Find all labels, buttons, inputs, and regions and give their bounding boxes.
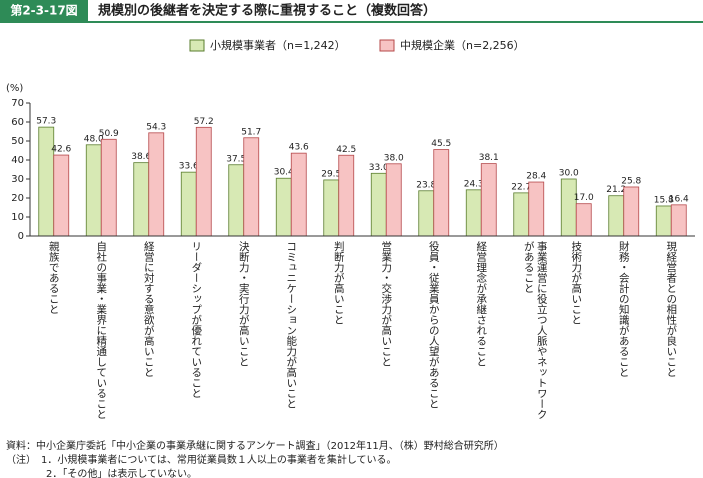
- value-label: 37.5: [226, 154, 246, 164]
- value-label: 22.7: [511, 182, 531, 192]
- value-label: 42.5: [336, 145, 356, 155]
- bar: [513, 192, 530, 237]
- bar: [670, 204, 687, 237]
- bar: [623, 186, 640, 237]
- bar: [338, 154, 355, 237]
- bar: [323, 179, 340, 237]
- value-label: 30.4: [274, 168, 294, 178]
- x-tick-label: 判断力が高いこと: [332, 241, 345, 325]
- y-tick-label: 0: [18, 231, 24, 242]
- bar: [228, 164, 245, 237]
- x-tick-label: 経営理念が承継されること: [475, 241, 488, 367]
- value-label: 57.3: [36, 117, 56, 127]
- value-label: 51.7: [241, 127, 261, 137]
- value-label: 24.3: [464, 179, 484, 189]
- bar: [385, 163, 402, 237]
- x-tick-label: 親族であること: [47, 241, 60, 315]
- x-tick-label: 財務・会計の知識があること: [617, 241, 630, 378]
- bar: [38, 126, 55, 237]
- bar: [275, 177, 292, 237]
- figure-label-box: [0, 0, 88, 22]
- value-label: 16.4: [669, 194, 689, 204]
- bar: [418, 190, 435, 237]
- bar: [133, 162, 150, 237]
- note: 資料：中小企業庁委託「中小企業の事業承継に関するアンケート調査」（2012年11…: [6, 441, 504, 452]
- bar: [180, 171, 197, 237]
- bar: [433, 149, 450, 237]
- chart-title: 規模別の後継者を決定する際に重視すること（複数回答）: [98, 3, 436, 19]
- bar: [243, 137, 260, 237]
- bar: [608, 195, 625, 237]
- value-label: 42.6: [51, 145, 71, 155]
- legend-label: 小規模事業者（n=1,242）: [210, 38, 346, 52]
- value-label: 29.5: [321, 169, 341, 179]
- y-tick-label: 70: [11, 98, 24, 109]
- value-label: 50.9: [99, 129, 119, 139]
- value-label: 33.6: [179, 162, 199, 172]
- bar: [195, 126, 212, 237]
- bar: [53, 154, 70, 237]
- figure-label: 第2-3-17図: [10, 3, 77, 18]
- value-label: 45.5: [431, 139, 451, 149]
- value-label: 28.4: [526, 172, 546, 182]
- y-tick-label: 20: [11, 193, 24, 204]
- value-label: 38.6: [131, 152, 151, 162]
- bar: [575, 203, 592, 237]
- bar: [85, 144, 102, 237]
- value-label: 33.0: [369, 163, 389, 173]
- x-tick-label: 営業力・交渉力が高いこと: [380, 241, 393, 367]
- value-label: 25.8: [621, 176, 641, 186]
- x-tick-label: 技術力が高いこと: [570, 241, 583, 325]
- value-label: 54.3: [146, 122, 166, 132]
- bar: [528, 181, 545, 237]
- legend-label: 中規模企業（n=2,256）: [400, 38, 525, 52]
- value-label: 15.8: [654, 195, 674, 205]
- bar: [465, 189, 482, 237]
- note: 2．「その他」は表示していない。: [6, 469, 198, 478]
- value-label: 38.1: [479, 153, 499, 163]
- value-label: 38.0: [384, 153, 404, 163]
- y-axis-label: (%): [6, 83, 23, 94]
- value-label: 43.6: [289, 143, 309, 153]
- y-tick-label: 40: [11, 155, 24, 166]
- value-label: 30.0: [559, 169, 579, 179]
- y-tick-label: 60: [11, 117, 24, 128]
- value-label: 48.0: [84, 134, 104, 144]
- x-tick-label: リーダーシップが優れていること: [190, 241, 203, 399]
- x-tick-label: 自社の事業・業界に精通していること: [95, 241, 108, 420]
- x-tick-label: 現経営者との相性が良いこと: [665, 241, 678, 378]
- x-tick-label: 役員・従業員からの人望があること: [427, 241, 440, 409]
- bar: [100, 138, 117, 237]
- x-tick-label: 事業運営に役立つ人脈やネットワークがあること: [522, 241, 548, 420]
- y-tick-label: 10: [11, 212, 24, 223]
- legend-swatch: [189, 39, 205, 52]
- y-tick-label: 30: [11, 174, 24, 185]
- legend-swatch: [379, 39, 395, 52]
- x-tick-label: 経営に対する意欲が高いこと: [142, 241, 155, 378]
- note: （注） 1．小規模事業者については、常用従業員数１人以上の事業者を集計している。: [6, 455, 397, 466]
- value-label: 17.0: [574, 193, 594, 203]
- bar: [290, 152, 307, 237]
- value-label: 21.2: [606, 185, 626, 195]
- bar: [148, 132, 165, 237]
- value-label: 23.8: [416, 180, 436, 190]
- value-label: 57.2: [194, 117, 214, 127]
- bar: [560, 178, 577, 237]
- bar: [655, 205, 672, 237]
- y-tick-label: 50: [11, 136, 24, 147]
- bar: [480, 163, 497, 237]
- x-tick-label: コミュニケーション能力が高いこと: [285, 241, 298, 409]
- x-tick-label: 決断力・実行力が高いこと: [237, 241, 250, 367]
- bar: [370, 172, 387, 237]
